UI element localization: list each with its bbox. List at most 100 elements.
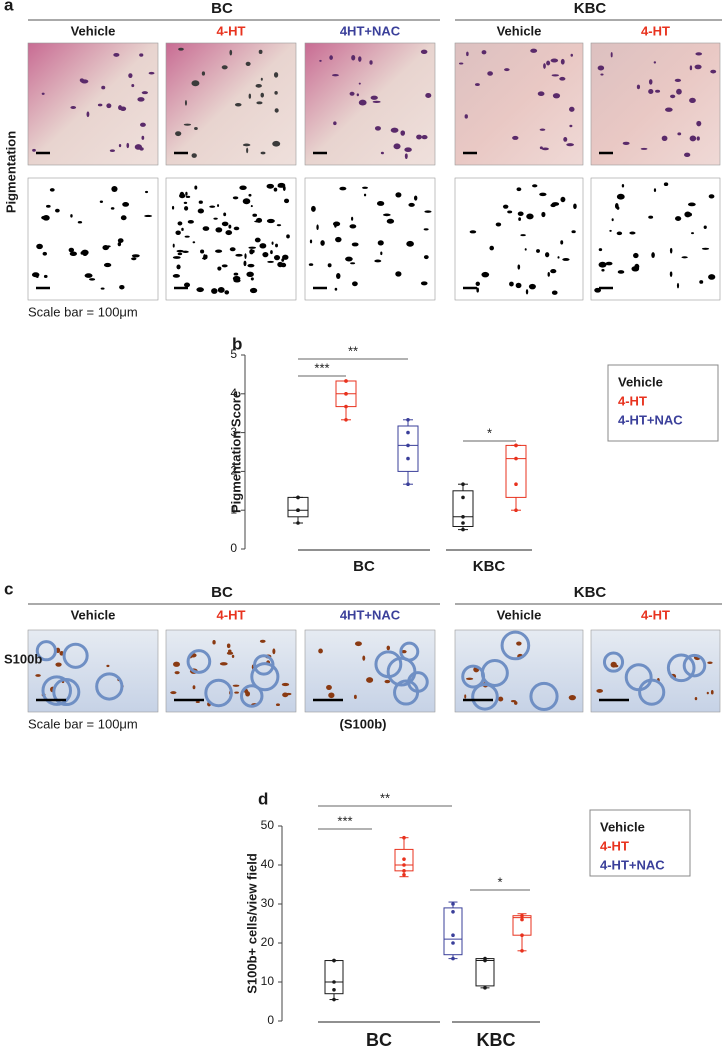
micrograph-detail <box>707 661 713 664</box>
data-point <box>296 521 300 525</box>
micrograph-detail <box>458 62 464 65</box>
micrograph-detail <box>49 188 55 192</box>
micrograph <box>590 177 721 301</box>
micrograph-detail <box>80 251 83 255</box>
micrograph-detail <box>250 277 254 281</box>
micrograph-detail <box>524 248 527 251</box>
data-point <box>451 941 455 945</box>
micrograph-detail <box>209 205 216 208</box>
micrograph-detail <box>541 211 546 218</box>
micrograph-detail <box>285 692 292 696</box>
micrograph-detail <box>353 694 357 700</box>
micrograph-detail <box>682 653 707 678</box>
micrograph-detail <box>246 271 254 277</box>
micrograph-detail <box>406 240 414 247</box>
significance-label: *** <box>314 360 329 375</box>
micrograph-detail <box>106 103 112 109</box>
micrograph-detail <box>573 203 577 210</box>
micrograph-detail <box>309 239 313 244</box>
micrograph-detail <box>100 287 105 290</box>
data-point <box>451 902 455 906</box>
micrograph-detail <box>144 214 153 218</box>
column-label: Vehicle <box>71 607 116 622</box>
micrograph-detail <box>277 261 284 268</box>
micrograph-detail <box>273 72 279 78</box>
micrograph-detail <box>663 182 669 187</box>
micrograph-detail <box>369 60 373 65</box>
data-point <box>402 863 406 867</box>
micrograph-detail <box>404 147 412 153</box>
micrograph-detail <box>170 691 177 695</box>
micrograph-detail <box>539 192 547 197</box>
micrograph-detail <box>179 191 185 198</box>
micrograph-detail <box>223 212 227 217</box>
micrograph-detail <box>605 261 613 266</box>
micrograph-detail <box>174 671 180 675</box>
micrograph-detail <box>550 268 557 274</box>
micrograph-detail <box>226 651 234 655</box>
data-point <box>402 872 406 877</box>
data-point <box>406 456 410 461</box>
micrograph-detail <box>537 91 545 97</box>
micrograph-detail <box>197 208 204 214</box>
micrograph-detail <box>233 226 240 231</box>
micrograph-detail <box>696 120 702 127</box>
micrograph-detail <box>46 204 51 208</box>
column-label: 4-HT <box>217 607 246 622</box>
micrograph-detail <box>282 185 286 191</box>
micrograph-detail <box>551 202 560 206</box>
micrograph-detail <box>232 684 240 687</box>
data-point <box>402 869 406 873</box>
micrograph-detail <box>469 230 477 234</box>
micrograph-detail <box>694 64 702 70</box>
micrograph-detail <box>172 256 181 259</box>
micrograph-detail <box>120 106 127 111</box>
micrograph-detail <box>243 260 247 267</box>
micrograph-detail <box>103 262 112 268</box>
micrograph-detail <box>250 662 280 692</box>
micrograph-detail <box>475 281 480 286</box>
micrograph-detail <box>651 252 655 258</box>
x-tick-label: BC <box>353 558 375 575</box>
micrograph-detail <box>249 287 258 294</box>
panel-label: d <box>258 789 268 808</box>
micrograph-detail <box>247 263 255 268</box>
micrograph-detail <box>217 287 225 293</box>
micrograph-detail <box>176 264 181 270</box>
micrograph-detail <box>329 55 333 60</box>
micrograph-detail <box>536 249 540 253</box>
box <box>475 958 495 987</box>
x-tick-label: KBC <box>473 558 506 575</box>
micrograph-detail <box>466 51 469 57</box>
micrograph-detail <box>187 219 194 224</box>
micrograph-detail <box>420 281 428 286</box>
micrograph-detail <box>221 65 228 70</box>
micrograph-detail <box>35 674 41 677</box>
data-point <box>332 980 336 984</box>
column-label: Vehicle <box>71 23 116 38</box>
micrograph-detail <box>345 256 353 262</box>
micrograph-detail <box>601 268 605 272</box>
micrograph-detail <box>274 108 279 113</box>
micrograph-detail <box>665 107 673 112</box>
micrograph-detail <box>640 147 648 150</box>
micrograph-detail <box>184 235 190 238</box>
micrograph-detail <box>701 247 710 250</box>
micrograph-detail <box>629 231 636 235</box>
micrograph-detail <box>366 677 374 683</box>
micrograph-detail <box>648 215 654 219</box>
micrograph-detail <box>638 678 666 706</box>
micrograph-detail <box>546 60 551 66</box>
micrograph-detail <box>97 103 103 107</box>
legend-entry: 4-HT+NAC <box>618 412 683 427</box>
group-label: KBC <box>574 0 607 17</box>
micrograph-detail <box>420 49 428 54</box>
micrograph-detail <box>514 701 518 705</box>
micrograph-detail <box>500 630 531 661</box>
micrograph-detail <box>198 200 203 204</box>
y-tick-label: 2 <box>230 464 237 478</box>
micrograph-detail <box>653 61 657 64</box>
micrograph-detail <box>282 254 289 260</box>
micrograph-detail <box>520 234 526 237</box>
legend-box <box>589 809 691 877</box>
